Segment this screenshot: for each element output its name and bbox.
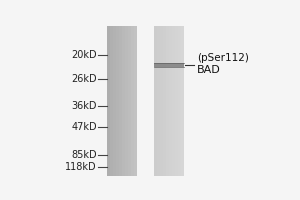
Bar — [125, 26, 128, 176]
Text: BAD: BAD — [197, 65, 220, 75]
Bar — [178, 26, 181, 176]
Bar — [134, 26, 137, 176]
Text: 47kD: 47kD — [71, 122, 97, 132]
Bar — [116, 26, 119, 176]
Text: (pSer112): (pSer112) — [197, 53, 249, 63]
Text: 118kD: 118kD — [65, 162, 97, 172]
Text: 36kD: 36kD — [71, 101, 97, 111]
Bar — [110, 26, 113, 176]
Bar — [163, 26, 166, 176]
Bar — [113, 26, 116, 176]
Bar — [131, 26, 134, 176]
Bar — [154, 62, 184, 67]
Bar — [154, 26, 157, 176]
Bar — [175, 26, 178, 176]
Bar — [119, 26, 122, 176]
Bar — [172, 26, 175, 176]
Bar — [107, 26, 110, 176]
Bar — [181, 26, 184, 176]
Text: 20kD: 20kD — [71, 50, 97, 60]
Text: 85kD: 85kD — [71, 150, 97, 160]
Bar — [169, 26, 172, 176]
Bar — [128, 26, 131, 176]
Text: 26kD: 26kD — [71, 74, 97, 84]
Bar — [166, 26, 169, 176]
Bar — [160, 26, 163, 176]
Bar — [122, 26, 125, 176]
Bar — [157, 26, 160, 176]
